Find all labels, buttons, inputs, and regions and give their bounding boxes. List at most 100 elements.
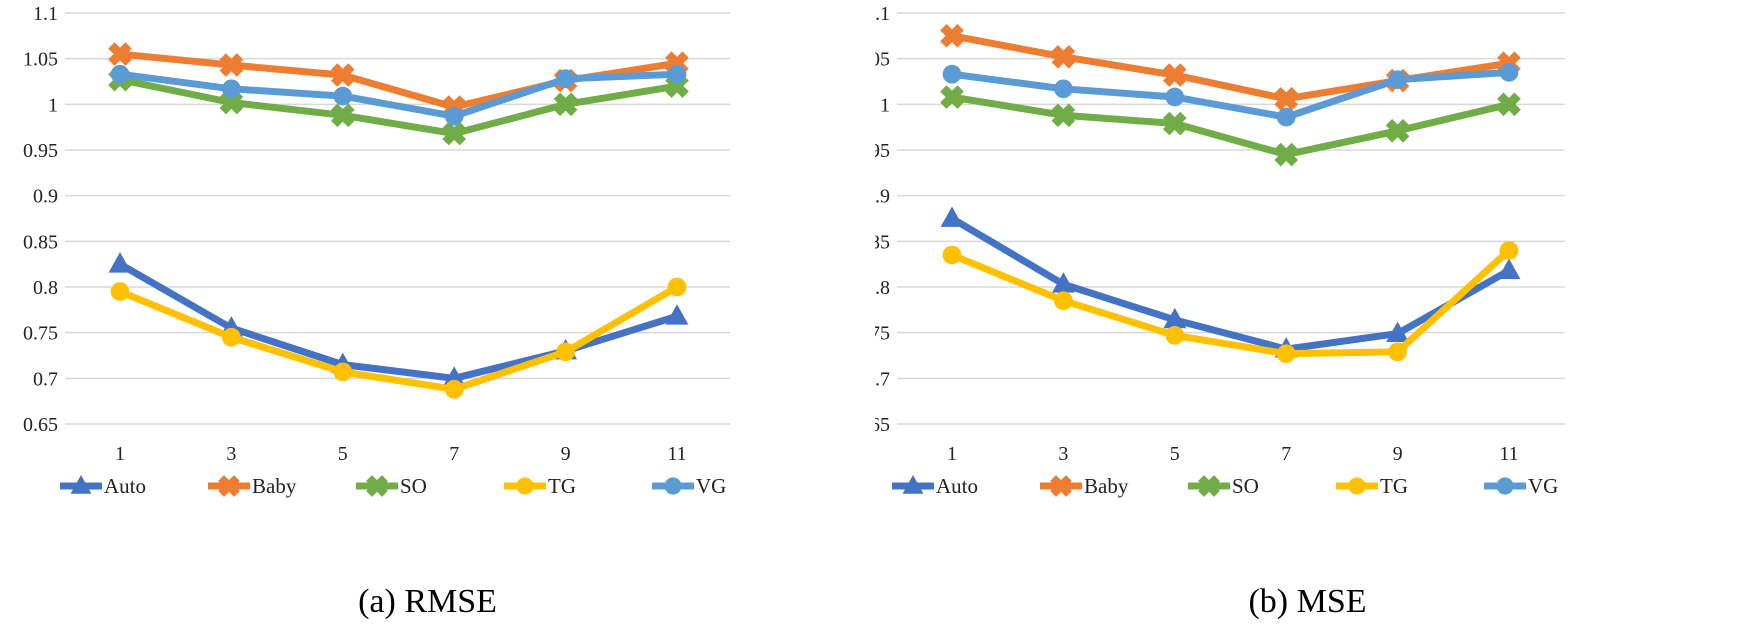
legend-item-vg: VG bbox=[652, 474, 726, 498]
y-tick-label: 0.8 bbox=[33, 277, 58, 299]
y-tick-label: 1 bbox=[48, 94, 58, 116]
series-line-auto bbox=[948, 215, 1513, 353]
data-point-vg bbox=[222, 79, 241, 99]
data-point-tg bbox=[1276, 344, 1296, 364]
data-point-tg bbox=[1165, 326, 1185, 345]
legend-label-tg: TG bbox=[1380, 474, 1408, 498]
y-tick-label: 0.7 bbox=[875, 368, 890, 390]
x-tick-label: 11 bbox=[667, 443, 686, 465]
series-line-baby bbox=[948, 32, 1513, 103]
data-point-auto bbox=[1163, 307, 1187, 329]
legend-marker-vg bbox=[664, 477, 682, 495]
series-auto bbox=[940, 206, 1521, 358]
legend-item-vg: VG bbox=[1484, 474, 1558, 498]
data-point-auto bbox=[1386, 321, 1409, 342]
x-tick-label: 3 bbox=[226, 443, 236, 465]
data-point-vg bbox=[444, 106, 464, 126]
data-point-auto bbox=[442, 366, 466, 387]
legend-item-tg: TG bbox=[504, 474, 576, 498]
chart-panel-rmse: 0.65 0.7 0.75 0.8 0.85 0.9 0.95 1 1.05 1.1 1 3 5 7 9 11… bbox=[23, 3, 730, 620]
legend-marker-so bbox=[1198, 475, 1220, 497]
series-baby bbox=[940, 24, 1521, 111]
legend-item-tg: TG bbox=[1336, 474, 1408, 498]
y-tick-label: 1.05 bbox=[875, 49, 890, 71]
data-point-vg bbox=[942, 64, 962, 84]
legend-label-auto: Auto bbox=[936, 474, 978, 498]
legend-label-tg: TG bbox=[548, 474, 576, 498]
data-point-so bbox=[940, 85, 964, 109]
series-vg bbox=[110, 64, 687, 126]
data-point-vg bbox=[1276, 107, 1296, 127]
series-tg bbox=[942, 241, 1519, 364]
legend-item-baby: Baby bbox=[1040, 474, 1129, 498]
legend-marker-baby bbox=[218, 475, 240, 497]
y-tick-label: 0.85 bbox=[875, 231, 890, 253]
y-tick-label: 0.85 bbox=[23, 231, 58, 253]
legend-label-so: SO bbox=[1232, 474, 1259, 498]
y-tick-label: 0.75 bbox=[875, 323, 890, 345]
data-point-so bbox=[1274, 142, 1299, 167]
data-point-tg bbox=[333, 362, 353, 382]
data-point-baby bbox=[1162, 63, 1187, 87]
data-point-so bbox=[553, 92, 578, 117]
x-tick-label: 3 bbox=[1058, 443, 1068, 465]
x-tick-label: 5 bbox=[338, 443, 348, 465]
data-point-tg bbox=[1499, 241, 1519, 260]
legend-label-so: SO bbox=[400, 474, 427, 498]
y-tick-label: 0.9 bbox=[33, 186, 58, 208]
data-point-vg bbox=[333, 86, 353, 106]
legend-marker-tg bbox=[516, 477, 534, 495]
data-point-baby bbox=[330, 63, 355, 87]
data-point-tg bbox=[110, 282, 130, 301]
data-point-auto bbox=[940, 206, 964, 227]
y-tick-label: 0.65 bbox=[23, 414, 58, 436]
data-point-vg bbox=[667, 64, 687, 84]
legend-item-so: SO bbox=[356, 474, 427, 498]
x-tick-label: 1 bbox=[947, 443, 957, 465]
data-point-baby bbox=[1274, 87, 1299, 111]
legend: Auto Baby SO TG VG bbox=[892, 474, 1558, 498]
legend-item-auto: Auto bbox=[892, 474, 978, 498]
y-tick-label: 0.7 bbox=[33, 368, 58, 390]
data-point-auto bbox=[1052, 272, 1075, 293]
data-point-tg bbox=[1388, 342, 1407, 362]
series-line-tg bbox=[116, 283, 681, 393]
data-point-auto bbox=[665, 304, 689, 325]
data-point-so bbox=[1051, 103, 1076, 128]
data-point-so bbox=[442, 121, 467, 146]
chart-panel-mse: 0.65 0.7 0.75 0.8 0.85 0.9 0.95 1 1.05 1.1 1 3 5 7 9 11… bbox=[875, 0, 1750, 635]
data-point-vg bbox=[1165, 87, 1185, 107]
data-point-tg bbox=[222, 327, 241, 347]
x-tick-label: 9 bbox=[1393, 443, 1403, 465]
y-tick-label: 0.95 bbox=[875, 140, 890, 162]
y-tick-label: 1.1 bbox=[33, 3, 58, 25]
legend-marker-tg bbox=[1348, 477, 1366, 495]
chart-caption-mse: (b) MSE bbox=[1248, 583, 1367, 620]
data-point-so bbox=[1162, 111, 1187, 136]
series-line-auto bbox=[116, 260, 681, 382]
legend-marker-so bbox=[366, 475, 388, 497]
data-point-vg bbox=[1054, 79, 1073, 99]
y-tick-label: 0.9 bbox=[875, 186, 890, 208]
data-point-baby bbox=[108, 42, 132, 66]
data-point-vg bbox=[556, 69, 575, 89]
series-line-tg bbox=[948, 246, 1513, 358]
series-vg bbox=[942, 63, 1519, 127]
data-point-vg bbox=[110, 64, 130, 84]
legend-label-baby: Baby bbox=[252, 474, 297, 498]
x-tick-label: 7 bbox=[1281, 443, 1291, 465]
data-point-baby bbox=[940, 24, 964, 48]
y-tick-label: 0.8 bbox=[875, 277, 890, 299]
y-tick-label: 1 bbox=[880, 94, 890, 116]
series-line-vg bbox=[116, 70, 681, 120]
x-tick-label: 1 bbox=[115, 443, 125, 465]
data-point-so bbox=[219, 90, 244, 115]
series-line-so bbox=[948, 93, 1513, 159]
line-chart-mse: 0.65 0.7 0.75 0.8 0.85 0.9 0.95 1 1.05 1.1 1 3 5 7 9 11… bbox=[875, 3, 1565, 498]
y-tick-label: 0.75 bbox=[23, 323, 58, 345]
data-point-tg bbox=[444, 379, 464, 399]
data-point-baby bbox=[219, 53, 244, 77]
data-point-tg bbox=[1054, 291, 1073, 311]
x-tick-label: 11 bbox=[1499, 443, 1518, 465]
x-tick-label: 9 bbox=[561, 443, 571, 465]
